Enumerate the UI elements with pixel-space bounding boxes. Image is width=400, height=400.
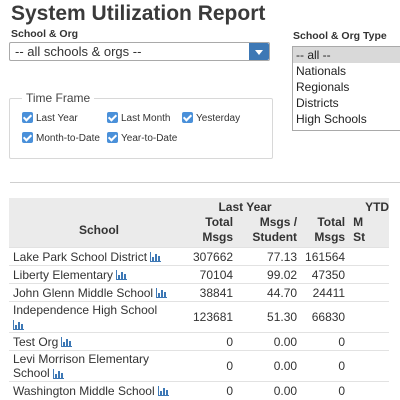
school-name-cell: John Glenn Middle School bbox=[9, 283, 189, 302]
total-msgs-cell: 123681 bbox=[189, 301, 238, 333]
bar-chart-icon[interactable] bbox=[156, 288, 168, 299]
table-row: Test Org 0 0.00 0 bbox=[9, 332, 390, 351]
total-msgs-cell: 0 bbox=[189, 381, 238, 399]
school-name-cell: Levi Morrison Elementary School bbox=[9, 350, 189, 382]
type-option-nationals[interactable]: Nationals bbox=[296, 64, 347, 78]
school-org-type-listbox[interactable]: -- all -- Nationals Regionals Districts … bbox=[292, 46, 400, 131]
checkbox-label: Year-to-Date bbox=[121, 133, 178, 144]
ytd-total-msgs-cell: 0 bbox=[301, 381, 350, 399]
checkbox-yesterday[interactable]: Yesterday bbox=[182, 111, 241, 126]
column-header-school[interactable]: School bbox=[9, 215, 189, 248]
table-row: Independence High School 123681 51.30 66… bbox=[9, 301, 390, 333]
table-row: Lake Park School District 307662 77.13 1… bbox=[9, 247, 390, 266]
ytd-total-msgs-cell: 0 bbox=[301, 332, 350, 351]
table-row: John Glenn Middle School 38841 44.70 244… bbox=[9, 283, 390, 302]
checkbox-checked-icon[interactable] bbox=[182, 111, 193, 123]
bar-chart-icon[interactable] bbox=[61, 337, 73, 348]
school-name-cell: Lake Park School District bbox=[9, 247, 189, 266]
school-name-cell: Washington Middle School bbox=[9, 381, 189, 399]
school-org-select[interactable]: -- all schools & orgs -- bbox=[9, 42, 270, 61]
total-msgs-cell: 0 bbox=[189, 332, 238, 351]
type-option-high-schools[interactable]: High Schools bbox=[296, 112, 367, 126]
total-msgs-cell: 0 bbox=[189, 350, 238, 382]
type-option-all[interactable]: -- all -- bbox=[293, 47, 400, 63]
column-header-msgs-per-student[interactable]: Msgs / Student bbox=[237, 215, 302, 248]
school-org-label: School & Org bbox=[11, 28, 79, 40]
checkbox-checked-icon[interactable] bbox=[22, 131, 33, 143]
school-name-cell: Independence High School bbox=[9, 301, 189, 333]
checkbox-checked-icon[interactable] bbox=[107, 111, 118, 123]
table-row: Liberty Elementary 70104 99.02 47350 bbox=[9, 265, 390, 284]
page-title: System Utilization Report bbox=[11, 2, 266, 25]
checkbox-last-year[interactable]: Last Year bbox=[22, 111, 78, 126]
bar-chart-icon[interactable] bbox=[116, 270, 128, 281]
msgs-per-student-cell: 0.00 bbox=[237, 332, 302, 351]
ytd-total-msgs-cell: 66830 bbox=[301, 301, 350, 333]
msgs-per-student-cell: 51.30 bbox=[237, 301, 302, 333]
total-msgs-cell: 307662 bbox=[189, 247, 238, 266]
checkbox-last-month[interactable]: Last Month bbox=[107, 111, 171, 126]
msgs-per-student-cell: 77.13 bbox=[237, 247, 302, 266]
table-row: Washington Middle School 0 0.00 0 bbox=[9, 381, 390, 399]
time-frame-group: Time Frame Last Year Last Month Yesterda… bbox=[9, 91, 273, 159]
bar-chart-icon[interactable] bbox=[157, 386, 169, 397]
checkbox-checked-icon[interactable] bbox=[107, 131, 118, 143]
school-name-cell: Liberty Elementary bbox=[9, 265, 189, 284]
chevron-down-icon[interactable] bbox=[249, 43, 269, 60]
section-divider bbox=[10, 182, 400, 183]
bar-chart-icon[interactable] bbox=[52, 368, 64, 379]
msgs-per-student-cell: 0.00 bbox=[237, 381, 302, 399]
utilization-table-wrapper: Last Year YTD School Total Msgs Msgs / Stu… bbox=[9, 198, 400, 399]
checkbox-label: Yesterday bbox=[196, 113, 241, 124]
type-option-districts[interactable]: Districts bbox=[296, 96, 339, 110]
column-header-ytd-total-msgs[interactable]: Total Msgs bbox=[301, 215, 350, 248]
column-header-total-msgs[interactable]: Total Msgs bbox=[189, 215, 238, 248]
ytd-total-msgs-cell: 24411 bbox=[301, 283, 350, 302]
time-frame-legend: Time Frame bbox=[22, 91, 95, 105]
checkbox-label: Month-to-Date bbox=[36, 133, 100, 144]
checkbox-year-to-date[interactable]: Year-to-Date bbox=[107, 131, 178, 146]
school-org-select-value: -- all schools & orgs -- bbox=[15, 44, 142, 59]
group-header-ytd: YTD bbox=[301, 198, 390, 215]
utilization-table: Last Year YTD School Total Msgs Msgs / Stu… bbox=[9, 198, 390, 399]
bar-chart-icon[interactable] bbox=[150, 252, 162, 263]
checkbox-month-to-date[interactable]: Month-to-Date bbox=[22, 131, 100, 146]
column-header-ytd-msgs-per-student[interactable]: M St bbox=[349, 215, 390, 248]
ytd-total-msgs-cell: 161564 bbox=[301, 247, 350, 266]
msgs-per-student-cell: 44.70 bbox=[237, 283, 302, 302]
ytd-total-msgs-cell: 0 bbox=[301, 350, 350, 382]
total-msgs-cell: 70104 bbox=[189, 265, 238, 284]
school-name-cell: Test Org bbox=[9, 332, 189, 351]
bar-chart-icon[interactable] bbox=[13, 319, 24, 330]
msgs-per-student-cell: 99.02 bbox=[237, 265, 302, 284]
type-option-regionals[interactable]: Regionals bbox=[296, 80, 350, 94]
checkbox-checked-icon[interactable] bbox=[22, 111, 33, 123]
school-org-type-label: School & Org Type bbox=[293, 30, 387, 42]
ytd-total-msgs-cell: 47350 bbox=[301, 265, 350, 284]
group-header-last-year: Last Year bbox=[189, 198, 302, 215]
total-msgs-cell: 38841 bbox=[189, 283, 238, 302]
table-row: Levi Morrison Elementary School 0 0.00 0 bbox=[9, 350, 390, 382]
checkbox-label: Last Month bbox=[121, 113, 171, 124]
checkbox-label: Last Year bbox=[36, 113, 78, 124]
msgs-per-student-cell: 0.00 bbox=[237, 350, 302, 382]
